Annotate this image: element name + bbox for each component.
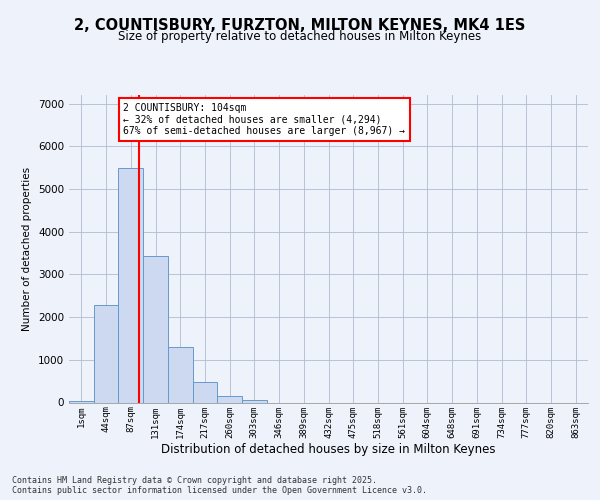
Bar — [143, 256, 168, 402]
Bar — [217, 396, 242, 402]
Bar — [94, 305, 118, 402]
Bar — [69, 401, 94, 402]
Y-axis label: Number of detached properties: Number of detached properties — [22, 166, 32, 331]
Bar — [193, 382, 217, 402]
Text: Contains HM Land Registry data © Crown copyright and database right 2025.
Contai: Contains HM Land Registry data © Crown c… — [12, 476, 427, 495]
Bar — [242, 400, 267, 402]
Text: 2 COUNTISBURY: 104sqm
← 32% of detached houses are smaller (4,294)
67% of semi-d: 2 COUNTISBURY: 104sqm ← 32% of detached … — [124, 102, 406, 136]
X-axis label: Distribution of detached houses by size in Milton Keynes: Distribution of detached houses by size … — [161, 443, 496, 456]
Text: 2, COUNTISBURY, FURZTON, MILTON KEYNES, MK4 1ES: 2, COUNTISBURY, FURZTON, MILTON KEYNES, … — [74, 18, 526, 32]
Bar — [118, 168, 143, 402]
Bar — [168, 346, 193, 403]
Text: Size of property relative to detached houses in Milton Keynes: Size of property relative to detached ho… — [118, 30, 482, 43]
